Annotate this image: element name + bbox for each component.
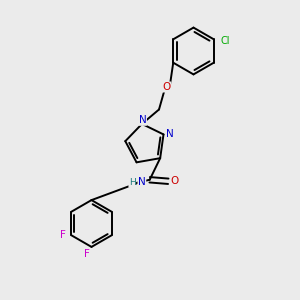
Text: O: O xyxy=(162,82,171,92)
Text: Cl: Cl xyxy=(220,36,230,46)
Text: F: F xyxy=(60,230,66,240)
Text: N: N xyxy=(138,178,146,188)
Text: O: O xyxy=(171,176,179,186)
Text: N: N xyxy=(139,115,146,125)
Text: F: F xyxy=(84,249,90,260)
Text: N: N xyxy=(166,128,174,139)
Text: H: H xyxy=(129,178,136,187)
